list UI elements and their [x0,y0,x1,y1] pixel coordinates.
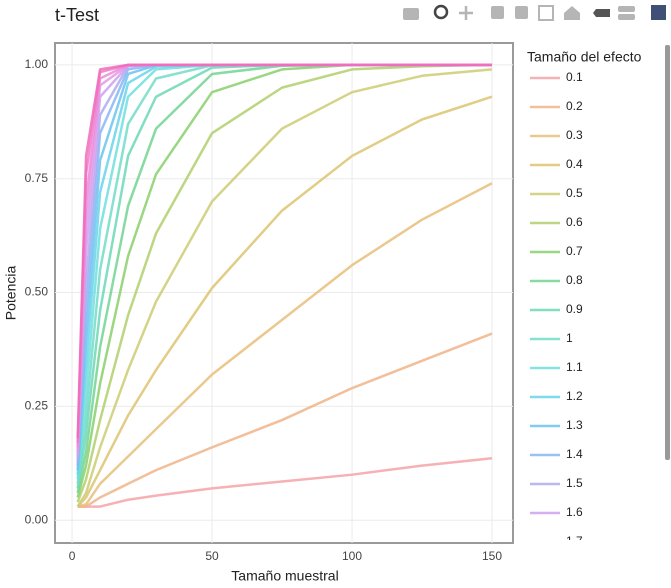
legend-label[interactable]: 1.7 [566,534,583,548]
y-tick-label: 0.00 [25,512,49,526]
legend-label[interactable]: 0.4 [566,157,583,171]
y-tick-label: 0.75 [25,171,49,185]
series-line [76,95,493,508]
legend-label[interactable]: 0.3 [566,128,583,142]
x-axis-title: Tamaño muestral [231,568,338,583]
zoom-button[interactable] [433,4,449,20]
reset-button[interactable] [564,6,580,20]
chart-title: t-Test [55,5,99,25]
modebar [403,4,666,21]
autoscale-button[interactable] [538,5,554,21]
legend-label[interactable]: 0.6 [566,215,583,229]
series-line [77,182,493,508]
legend-title: Tamaño del efecto [527,49,642,65]
x-tick-label: 100 [342,549,362,563]
series-line [76,63,492,439]
zoom-out-button[interactable] [515,6,528,19]
legend-label[interactable]: 0.7 [566,244,583,258]
series-line [77,457,493,508]
camera-button[interactable] [403,8,419,20]
series-line [76,68,493,508]
x-tick-label: 150 [482,549,502,563]
legend-label[interactable]: 1.1 [566,360,583,374]
legend-label[interactable]: 0.8 [566,273,583,287]
pan-button[interactable] [459,6,473,20]
spike-button[interactable] [593,9,610,17]
legend-label[interactable]: 1.5 [566,476,583,490]
legend-label[interactable]: 1.4 [566,447,583,461]
legend-label[interactable]: 1 [566,331,573,345]
legend-label[interactable]: 0.9 [566,302,583,316]
legend-label[interactable]: 1.2 [566,389,583,403]
legend-label[interactable]: 1.6 [566,505,583,519]
y-tick-label: 1.00 [25,57,49,71]
x-tick-label: 50 [205,549,219,563]
legend-label[interactable]: 0.5 [566,186,583,200]
legend-label[interactable]: 1.3 [566,418,583,432]
series-line [77,332,493,508]
legend-label[interactable]: 0.1 [566,70,583,84]
plotly-logo[interactable] [651,5,666,20]
y-tick-label: 0.50 [25,285,49,299]
y-axis-title: Potencia [3,266,19,321]
legend-label[interactable]: 0.2 [566,99,583,113]
zoom-in-button[interactable] [491,6,504,19]
x-tick-label: 0 [69,549,76,563]
hover-compare-button[interactable] [618,14,635,20]
y-tick-label: 0.25 [25,399,49,413]
legend-scrollbar[interactable] [665,45,670,460]
series-line [76,63,493,503]
hover-closest-button[interactable] [618,6,635,12]
